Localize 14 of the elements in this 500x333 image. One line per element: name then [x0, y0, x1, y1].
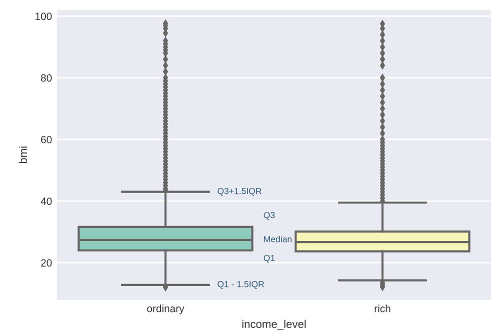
y-tick-label: 60 [41, 136, 52, 144]
annotation: Q1 [264, 254, 275, 263]
y-tick-label: 40 [40, 198, 52, 205]
y-tick-label: 20 [41, 259, 52, 267]
y-axis-title: bmi [18, 146, 28, 164]
annotation: Median [264, 236, 292, 242]
annotation: Q3+1.5IQR [218, 188, 262, 196]
annotation: Q3 [264, 212, 275, 220]
x-axis-title: income_level [242, 320, 306, 330]
x-tick-label: rich [374, 304, 390, 312]
annotation: Q1 - 1.5IQR [218, 281, 264, 289]
x-tick-label: ordinary [147, 304, 184, 314]
y-tick-label: 80 [41, 74, 52, 82]
y-tick-label: 100 [36, 12, 52, 20]
